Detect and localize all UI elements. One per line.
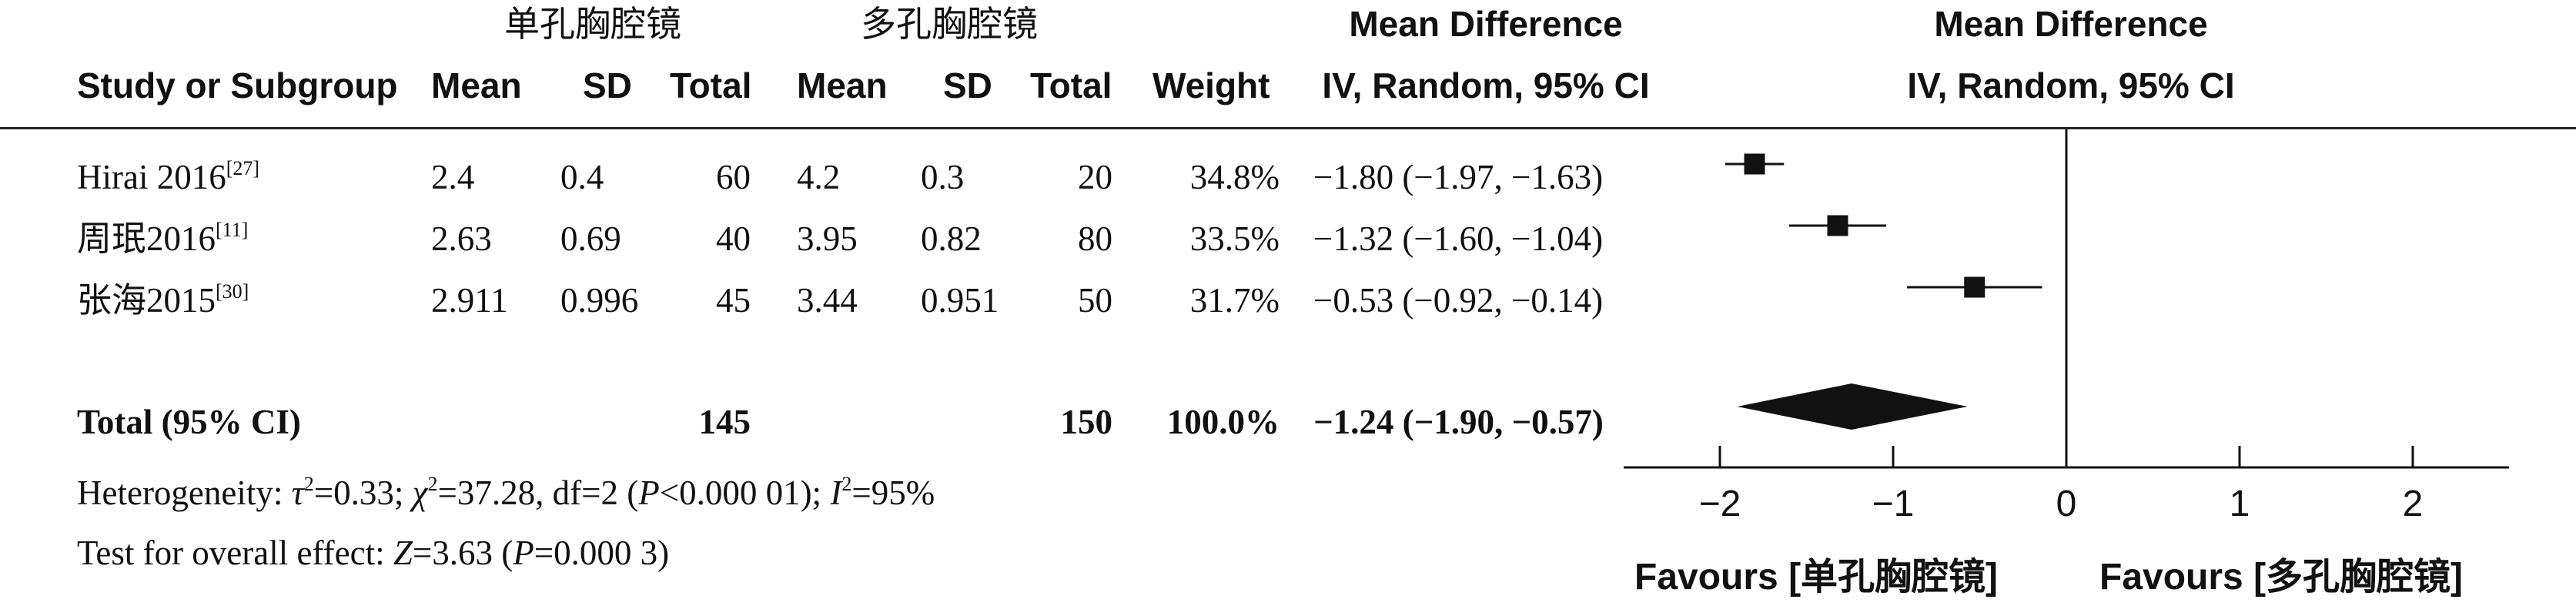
total1-value: 40 — [716, 219, 751, 258]
x-tick-label: −2 — [1699, 484, 1741, 524]
x-tick-label: 1 — [2230, 484, 2250, 524]
group1-header: 单孔胸腔镜 — [504, 3, 681, 45]
study-name: 周珉2016[11] — [77, 219, 249, 258]
ci-text: −1.32 (−1.60, −1.04) — [1313, 219, 1604, 258]
study-name: 张海2015[30] — [77, 280, 249, 320]
x-tick-label: −1 — [1872, 484, 1915, 524]
col-weight-header: Weight — [1153, 65, 1270, 105]
weight-value: 33.5% — [1189, 219, 1280, 258]
total-ci-text: −1.24 (−1.90, −0.57) — [1313, 403, 1604, 441]
study-name: Hirai 2016[27] — [77, 157, 260, 196]
sd1-value: 0.69 — [560, 219, 621, 258]
total2-value: 80 — [1078, 219, 1112, 258]
mean1-value: 2.4 — [431, 158, 475, 196]
group2-header: 多孔胸腔镜 — [861, 3, 1038, 45]
mean2-value: 4.2 — [797, 158, 841, 196]
col-sd2-header: SD — [943, 65, 992, 105]
total-label: Total (95% CI) — [77, 403, 301, 441]
weight-value: 31.7% — [1189, 281, 1280, 320]
x-tick-label: 0 — [2056, 484, 2077, 524]
favours-left-label: Favours [单孔胸腔镜] — [1634, 557, 1999, 598]
col-study-header: Study or Subgroup — [77, 65, 398, 105]
mean2-value: 3.95 — [797, 219, 858, 258]
x-tick-label: 2 — [2403, 484, 2424, 524]
heterogeneity-text: Heterogeneity: τ2=0.33; χ2=37.28, df=2 (… — [77, 473, 935, 512]
col-sd1-header: SD — [583, 65, 632, 105]
effect-title: Mean Difference — [1349, 4, 1623, 44]
effect-method-header: IV, Random, 95% CI — [1322, 65, 1650, 105]
total1-value: 45 — [716, 281, 751, 320]
total2-value: 50 — [1078, 281, 1112, 320]
sd2-value: 0.3 — [921, 158, 965, 196]
total-weight: 100.0% — [1166, 403, 1280, 441]
ci-text: −0.53 (−0.92, −0.14) — [1313, 281, 1604, 320]
mean1-value: 2.911 — [431, 281, 508, 320]
header-rule — [0, 127, 2576, 129]
plot-title: Mean Difference — [1934, 4, 2208, 44]
favours-right-label: Favours [多孔胸腔镜] — [2099, 557, 2464, 598]
col-total2-header: Total — [1030, 65, 1112, 105]
weight-value: 34.8% — [1189, 158, 1280, 196]
total1-sum: 145 — [698, 403, 751, 441]
overall-effect-text: Test for overall effect: Z=3.63 (P=0.000… — [77, 534, 670, 572]
sd2-value: 0.951 — [921, 281, 999, 320]
sd1-value: 0.996 — [560, 281, 639, 320]
study-point-square — [1964, 276, 1986, 298]
mean1-value: 2.63 — [431, 219, 492, 258]
mean2-value: 3.44 — [797, 281, 858, 320]
pooled-diamond — [1737, 383, 1968, 430]
col-mean2-header: Mean — [797, 65, 888, 105]
plot-method-header: IV, Random, 95% CI — [1907, 65, 2235, 105]
sd1-value: 0.4 — [560, 158, 604, 196]
study-point-square — [1827, 215, 1848, 236]
sd2-value: 0.82 — [921, 219, 982, 258]
col-mean1-header: Mean — [431, 65, 522, 105]
total2-value: 20 — [1078, 158, 1112, 196]
ci-text: −1.80 (−1.97, −1.63) — [1313, 158, 1604, 196]
total2-sum: 150 — [1060, 403, 1113, 441]
study-point-square — [1744, 153, 1765, 175]
col-total1-header: Total — [670, 65, 752, 105]
total1-value: 60 — [716, 158, 751, 196]
